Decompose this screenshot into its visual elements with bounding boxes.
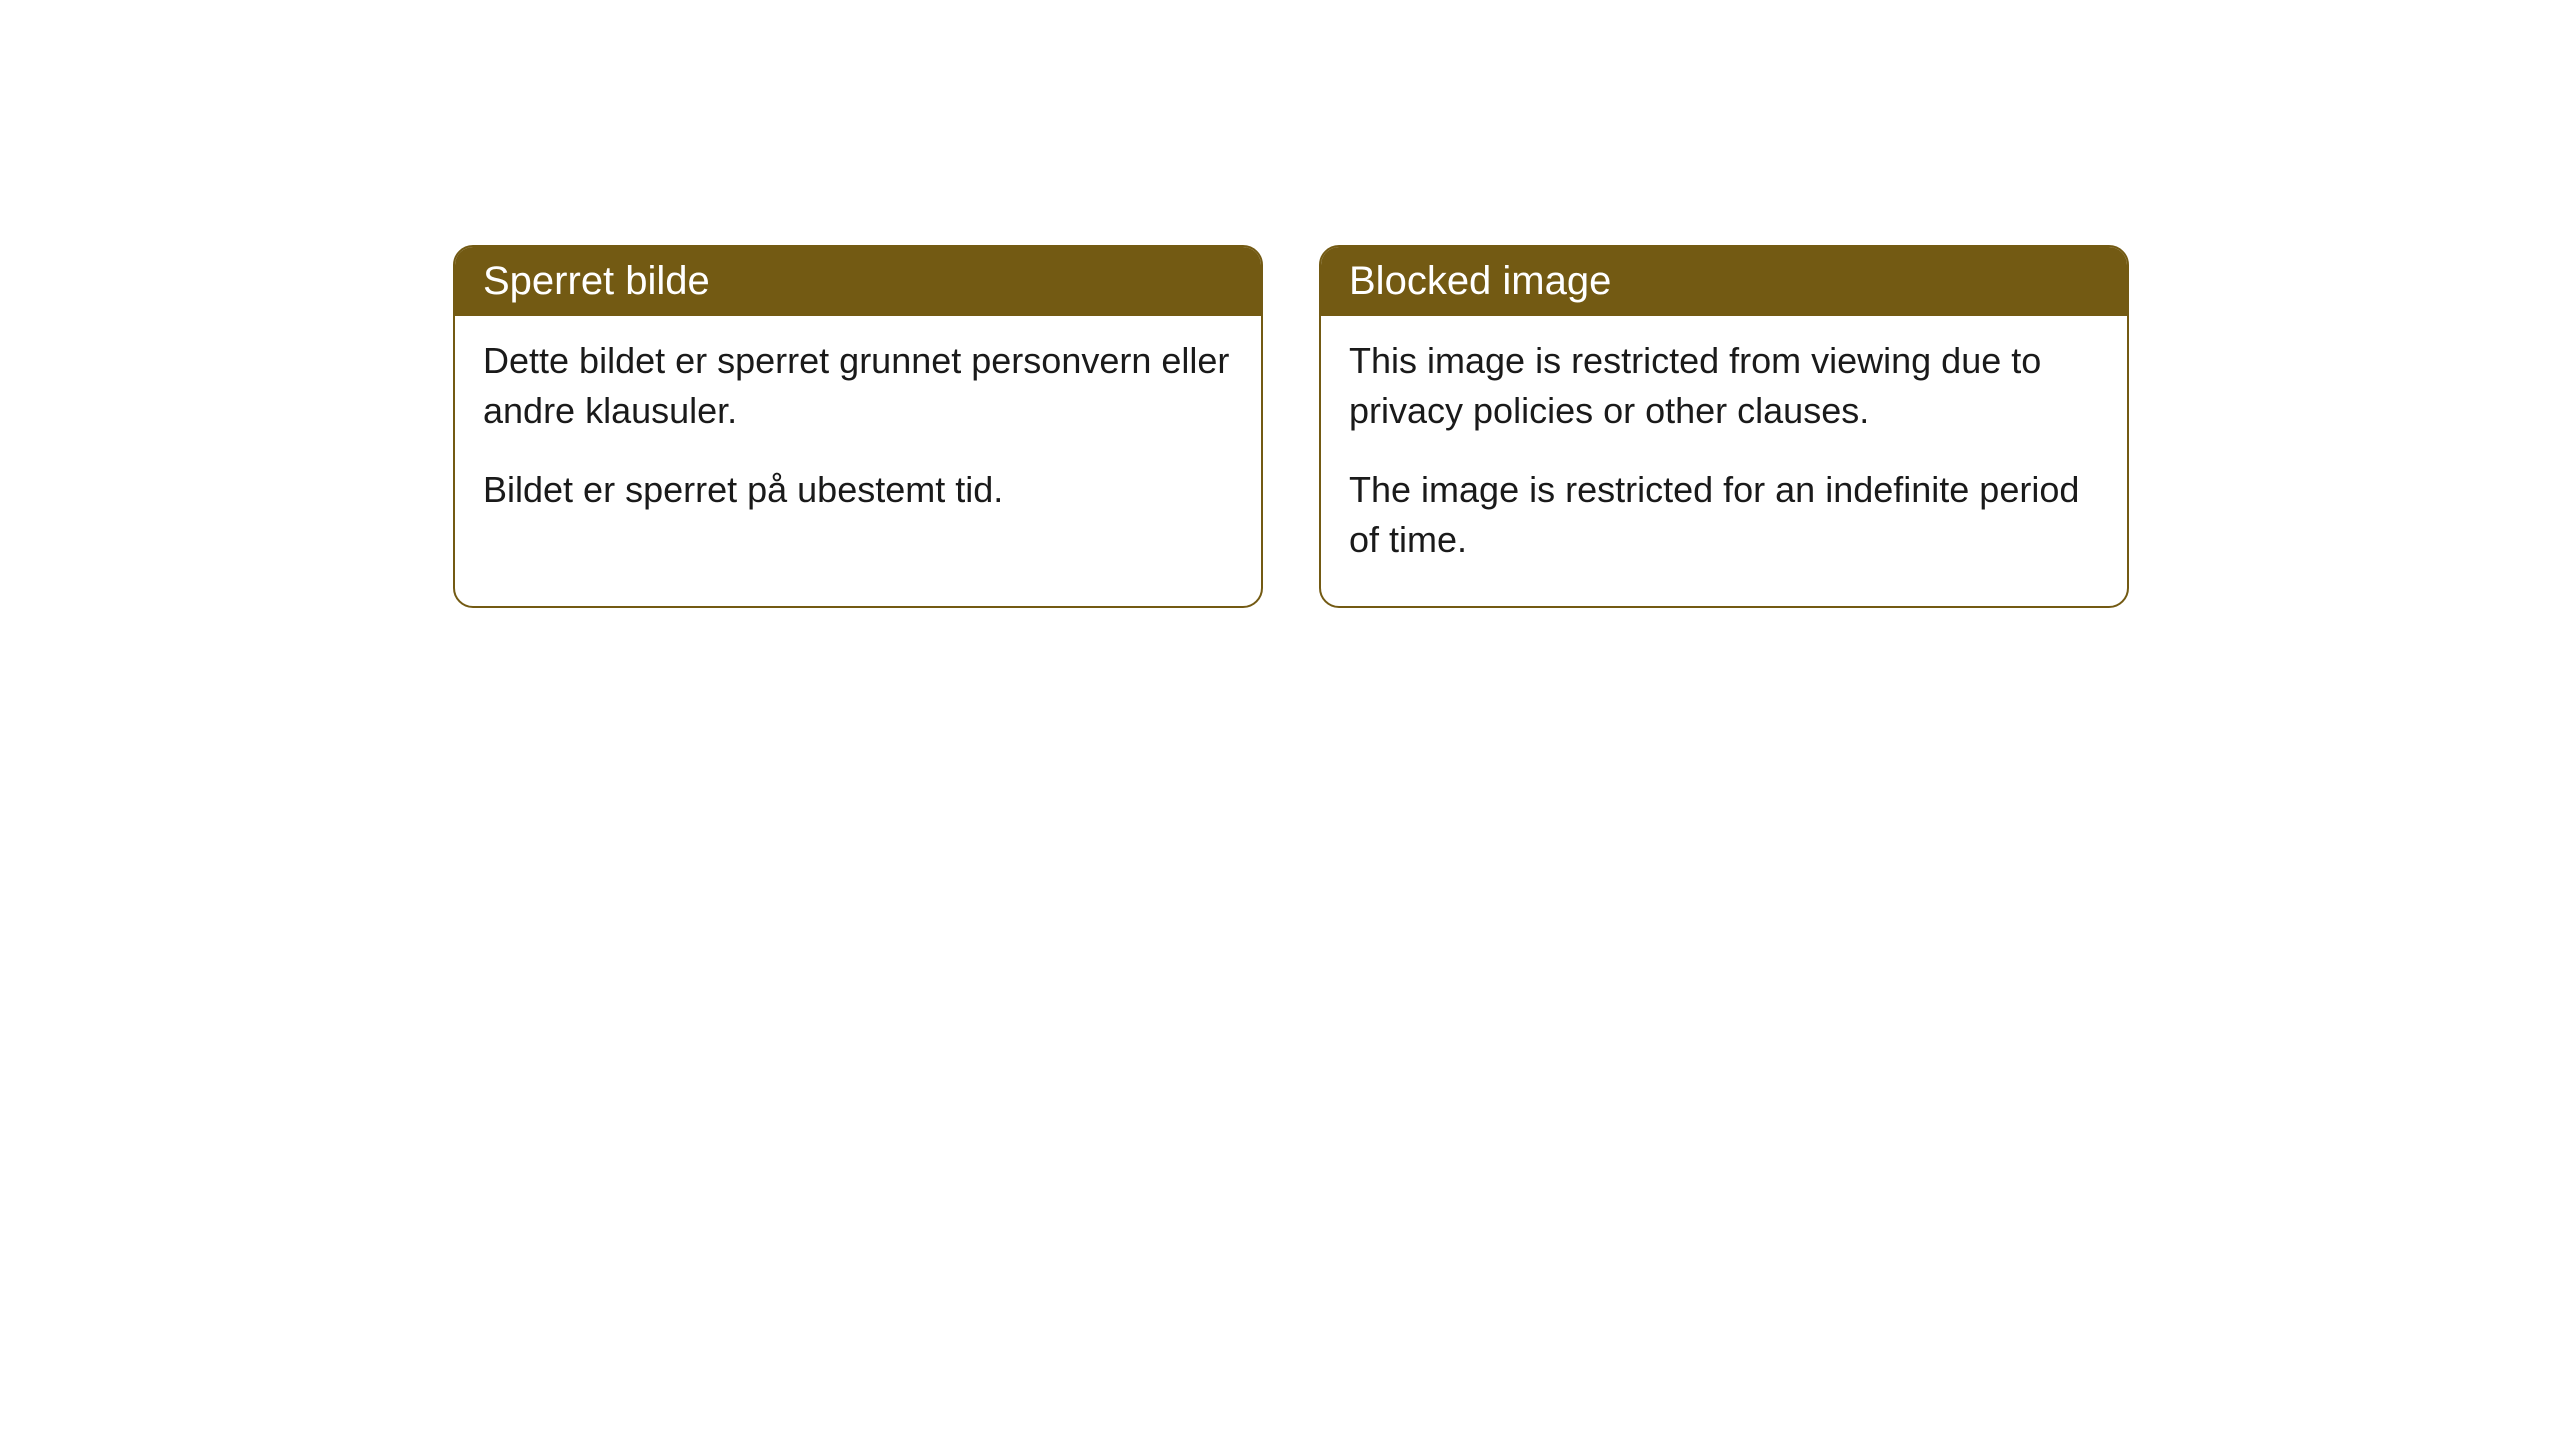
notice-header-norwegian: Sperret bilde — [455, 247, 1261, 316]
notice-title-english: Blocked image — [1349, 259, 1611, 303]
notice-paragraph-2-english: The image is restricted for an indefinit… — [1349, 465, 2099, 566]
notice-card-norwegian: Sperret bilde Dette bildet er sperret gr… — [453, 245, 1263, 608]
notice-header-english: Blocked image — [1321, 247, 2127, 316]
notice-title-norwegian: Sperret bilde — [483, 259, 710, 303]
notice-paragraph-1-english: This image is restricted from viewing du… — [1349, 336, 2099, 437]
notice-body-norwegian: Dette bildet er sperret grunnet personve… — [455, 316, 1261, 555]
notice-paragraph-2-norwegian: Bildet er sperret på ubestemt tid. — [483, 465, 1233, 515]
notice-body-english: This image is restricted from viewing du… — [1321, 316, 2127, 606]
notices-container: Sperret bilde Dette bildet er sperret gr… — [453, 245, 2129, 608]
notice-card-english: Blocked image This image is restricted f… — [1319, 245, 2129, 608]
notice-paragraph-1-norwegian: Dette bildet er sperret grunnet personve… — [483, 336, 1233, 437]
